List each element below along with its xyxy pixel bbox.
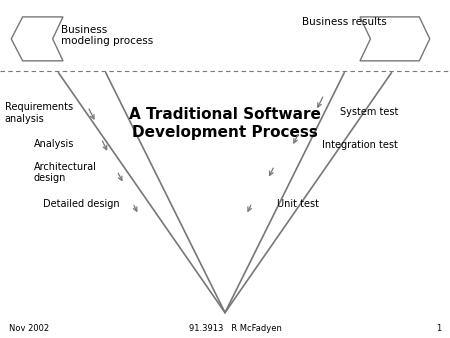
Text: 91.3913   R McFadyen: 91.3913 R McFadyen — [189, 324, 282, 333]
Text: Detailed design: Detailed design — [43, 199, 119, 210]
Text: Unit test: Unit test — [277, 199, 319, 210]
Text: Requirements
analysis: Requirements analysis — [4, 102, 72, 124]
Text: Business results: Business results — [302, 17, 386, 27]
Text: 1: 1 — [436, 324, 441, 333]
Text: Analysis: Analysis — [34, 139, 74, 149]
Text: Business
modeling process: Business modeling process — [61, 25, 153, 46]
Text: System test: System test — [340, 106, 398, 117]
Text: Integration test: Integration test — [322, 140, 398, 150]
Text: Nov 2002: Nov 2002 — [9, 324, 49, 333]
Text: Architectural
design: Architectural design — [34, 162, 97, 183]
Text: A Traditional Software
Development Process: A Traditional Software Development Proce… — [129, 107, 321, 140]
